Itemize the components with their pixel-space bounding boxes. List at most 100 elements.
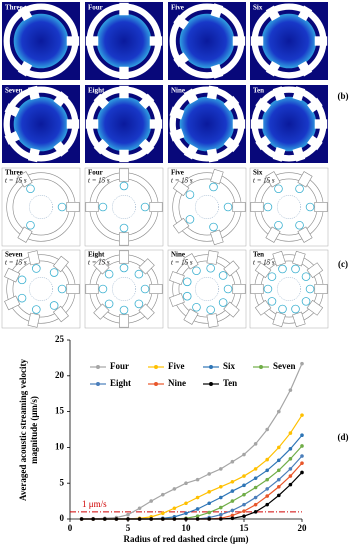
vortex <box>140 202 150 212</box>
marker <box>207 489 211 494</box>
marker <box>288 482 293 487</box>
electrode <box>53 91 69 107</box>
vortex <box>17 275 27 285</box>
vortex <box>185 190 195 199</box>
electrode <box>119 250 129 264</box>
fluid <box>13 13 69 69</box>
y-tick-label: 20 <box>55 370 65 380</box>
electrode <box>149 202 163 212</box>
electrode <box>306 299 324 316</box>
vortex <box>209 222 218 232</box>
time-label: t = 15 s <box>171 259 193 267</box>
electrode <box>210 64 224 79</box>
fluid <box>13 179 69 235</box>
electrode <box>119 232 129 246</box>
vortex <box>49 268 59 277</box>
electrode <box>314 119 328 129</box>
marker <box>300 454 304 458</box>
electrode <box>232 202 246 212</box>
electrode <box>169 293 185 307</box>
marker <box>277 477 281 482</box>
marker <box>277 445 281 450</box>
vortex <box>104 299 114 309</box>
electrode <box>149 36 163 46</box>
marker <box>288 388 293 392</box>
marker <box>265 457 270 462</box>
streamline <box>29 195 53 219</box>
marker <box>253 476 258 480</box>
marker <box>103 517 107 521</box>
electrode <box>17 171 33 188</box>
fluid <box>261 179 317 235</box>
vortex <box>98 202 108 212</box>
electrode <box>292 311 306 328</box>
marker <box>242 452 246 457</box>
electrode <box>265 171 281 188</box>
electrode <box>210 229 224 246</box>
electrode <box>314 202 328 212</box>
electrode <box>173 52 189 68</box>
image-label: Five <box>171 4 184 12</box>
electrode <box>223 95 240 112</box>
legend-label: Four <box>110 361 129 371</box>
electrode <box>66 36 80 46</box>
x-tick-label: 10 <box>182 523 192 533</box>
vortex <box>274 220 283 230</box>
electrode <box>172 180 190 197</box>
legend-label: Nine <box>168 378 186 388</box>
vortex <box>49 301 59 310</box>
electrode <box>206 148 219 163</box>
vortex <box>291 304 300 314</box>
fluid <box>179 96 235 152</box>
time-label: t = 15 s <box>88 259 110 267</box>
marker <box>300 461 304 465</box>
series-line <box>81 472 303 520</box>
vortex <box>206 263 215 273</box>
y-tick-label: 15 <box>55 406 65 416</box>
streamline <box>277 195 301 219</box>
vortex <box>104 269 114 279</box>
marker <box>300 444 304 448</box>
electrode <box>297 171 313 188</box>
marker <box>195 495 200 500</box>
electrode <box>119 2 129 16</box>
electrode <box>172 217 190 234</box>
electrode <box>66 119 80 129</box>
electrode <box>27 250 41 266</box>
vortex <box>32 264 41 273</box>
marker <box>207 472 211 476</box>
legend-label: Eight <box>110 378 131 388</box>
electrode <box>210 3 224 18</box>
vortex <box>182 277 192 287</box>
image-label: Three <box>5 169 23 177</box>
marker <box>230 489 235 493</box>
vortex <box>209 182 218 192</box>
fluid <box>13 96 69 152</box>
vortex <box>192 302 201 312</box>
marker <box>253 485 258 490</box>
marker <box>195 517 200 521</box>
vortex <box>185 215 195 224</box>
electrode <box>93 93 110 110</box>
vortex <box>26 220 35 230</box>
fluid <box>13 261 69 317</box>
electrode <box>272 147 286 162</box>
image-label: Ten <box>253 251 264 259</box>
marker <box>149 499 153 503</box>
vortex <box>57 202 67 212</box>
electrode <box>4 130 20 145</box>
fluid <box>96 179 152 235</box>
electrode <box>93 303 110 320</box>
simulation-image <box>249 167 329 247</box>
electrode <box>206 313 219 328</box>
marker <box>277 409 281 414</box>
electrode <box>138 303 155 320</box>
vortex <box>267 272 277 281</box>
electrode <box>297 226 313 243</box>
vortex <box>26 184 35 194</box>
panel-label: (d) <box>338 432 349 442</box>
image-label: Seven <box>5 251 23 259</box>
legend-label: Five <box>168 361 185 371</box>
electrode <box>250 119 264 129</box>
marker <box>265 494 270 498</box>
